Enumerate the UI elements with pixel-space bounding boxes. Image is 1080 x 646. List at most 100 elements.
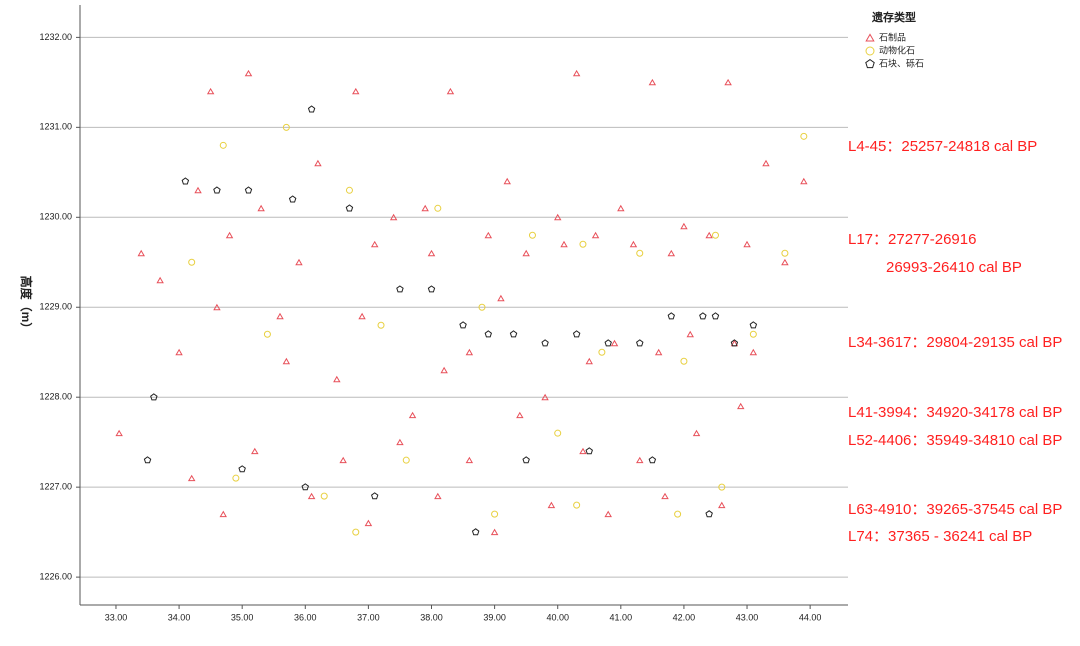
point — [115, 429, 123, 437]
point — [711, 312, 720, 320]
point — [213, 303, 221, 311]
point — [522, 249, 530, 257]
annotation: 26993-26410 cal BP — [886, 259, 1022, 276]
x-tick-label: 33.00 — [105, 612, 128, 622]
annotation: L74：37365 - 36241 cal BP — [848, 528, 1032, 545]
point — [705, 231, 713, 239]
point — [547, 501, 556, 509]
point — [352, 528, 360, 536]
point — [187, 474, 196, 482]
point — [604, 510, 612, 518]
point — [421, 204, 429, 212]
point — [434, 204, 442, 212]
x-tick-label: 34.00 — [168, 612, 191, 622]
point — [718, 501, 726, 509]
annotation: L52-4406：35949-34810 cal BP — [848, 432, 1062, 449]
point — [661, 492, 669, 500]
point — [654, 348, 663, 356]
point — [579, 447, 587, 455]
point — [629, 240, 638, 248]
point — [358, 312, 366, 320]
point — [781, 258, 789, 266]
point — [307, 492, 316, 500]
point — [749, 348, 758, 356]
annotation: L41-3994：34920-34178 cal BP — [848, 404, 1062, 421]
point — [156, 276, 164, 284]
x-tick-label: 41.00 — [610, 612, 633, 622]
point — [743, 240, 751, 248]
point — [604, 339, 612, 347]
point — [636, 249, 644, 257]
point — [516, 411, 524, 419]
point — [333, 375, 341, 383]
point — [554, 429, 562, 437]
point — [396, 285, 404, 293]
point — [206, 87, 215, 95]
point — [692, 429, 701, 437]
point — [636, 339, 644, 347]
x-tick-label: 39.00 — [483, 612, 506, 622]
point — [579, 240, 587, 248]
point — [213, 186, 221, 194]
point — [705, 510, 713, 518]
point — [295, 258, 303, 266]
point — [314, 159, 322, 167]
point — [509, 330, 518, 338]
point — [371, 492, 379, 500]
point — [636, 456, 644, 464]
point — [465, 348, 474, 356]
point — [282, 357, 291, 365]
point — [573, 501, 581, 509]
point — [680, 357, 688, 365]
legend-marker — [865, 33, 875, 42]
x-tick-label: 42.00 — [673, 612, 696, 622]
point — [219, 510, 227, 518]
point — [491, 510, 499, 518]
point — [339, 456, 347, 464]
point — [674, 510, 682, 518]
point — [345, 186, 353, 194]
point — [345, 204, 354, 212]
point — [181, 177, 190, 185]
y-axis-label: 高度（m） — [19, 276, 34, 335]
point — [749, 321, 758, 329]
point — [301, 483, 309, 491]
point — [680, 222, 688, 230]
annotation: L34-3617：29804-29135 cal BP — [848, 334, 1062, 351]
point — [143, 456, 152, 464]
point — [263, 330, 271, 338]
point — [497, 294, 505, 302]
legend-title: 遗存类型 — [871, 10, 916, 24]
annotation: L17：27277-26916 — [848, 231, 976, 248]
point — [762, 159, 770, 167]
point — [617, 204, 625, 212]
point — [307, 105, 316, 113]
point — [490, 528, 499, 536]
point — [724, 78, 732, 86]
point — [408, 411, 417, 419]
point — [370, 240, 379, 248]
x-tick-label: 44.00 — [799, 612, 822, 622]
point — [225, 231, 234, 239]
point — [244, 69, 253, 77]
point — [585, 447, 593, 455]
point — [749, 330, 757, 338]
point — [471, 528, 480, 536]
point — [484, 330, 492, 338]
point — [219, 141, 227, 149]
point — [238, 465, 246, 473]
point — [402, 456, 410, 464]
point — [251, 447, 259, 455]
y-tick-label: 1227.00 — [39, 482, 72, 492]
point — [232, 474, 240, 482]
x-tick-label: 36.00 — [294, 612, 317, 622]
point — [446, 87, 455, 95]
point — [572, 69, 581, 77]
point — [478, 303, 486, 311]
point — [434, 492, 442, 500]
y-tick-label: 1226.00 — [39, 571, 72, 581]
point — [648, 456, 657, 464]
y-tick-label: 1228.00 — [39, 392, 72, 402]
legend-label: 石制品 — [879, 31, 906, 42]
